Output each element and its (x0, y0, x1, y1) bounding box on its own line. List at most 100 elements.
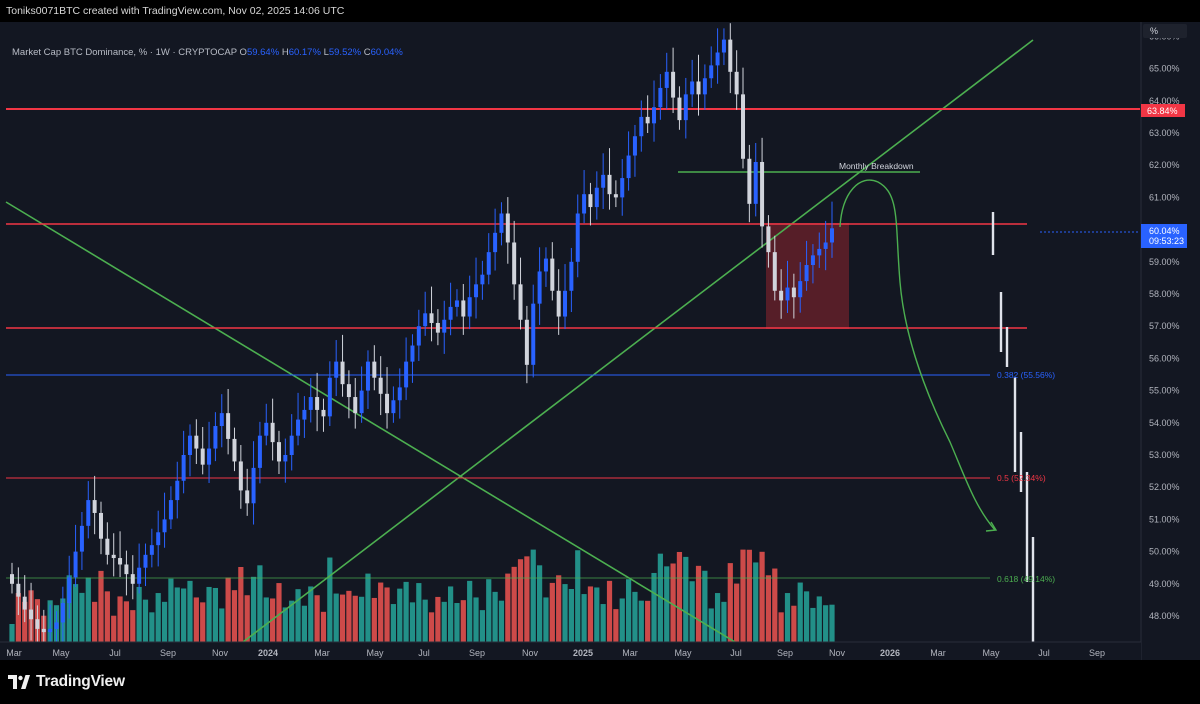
candle-body[interactable] (512, 242, 517, 285)
candle-body[interactable] (22, 596, 27, 610)
candle-body[interactable] (550, 258, 555, 291)
time-axis[interactable]: Mar May Jul Sep Nov 2024 Mar May Jul Sep Nov 2025 Ma… (0, 641, 1141, 660)
candle-body[interactable] (378, 377, 383, 394)
candle-body[interactable] (613, 194, 618, 198)
candle-body[interactable] (575, 213, 580, 262)
candle-body[interactable] (448, 306, 453, 320)
candle-body[interactable] (690, 81, 695, 95)
candle-body[interactable] (251, 467, 256, 504)
candle-body[interactable] (232, 438, 237, 462)
candle-body[interactable] (213, 426, 218, 449)
candlesticks[interactable] (10, 23, 834, 651)
candle-body[interactable] (73, 551, 78, 578)
candle-body[interactable] (245, 490, 250, 504)
candle-body[interactable] (67, 577, 72, 604)
candle-body[interactable] (734, 71, 739, 95)
candle-body[interactable] (308, 397, 313, 410)
price-scale[interactable]: 48.00% 49.00% 50.00% 51.00% 52.00% 53.00% 54.0… (1140, 22, 1200, 660)
candle-body[interactable] (130, 574, 135, 584)
candle-body[interactable] (499, 213, 504, 233)
candle-body[interactable] (391, 400, 396, 414)
candle-body[interactable] (60, 603, 65, 623)
candle-body[interactable] (264, 422, 269, 436)
candle-body[interactable] (353, 397, 358, 414)
candle-body[interactable] (423, 313, 428, 327)
candle-body[interactable] (677, 97, 682, 121)
candle-body[interactable] (321, 409, 326, 417)
candle-body[interactable] (728, 39, 733, 72)
candle-body[interactable] (257, 435, 262, 468)
candle-body[interactable] (410, 345, 415, 362)
candle-body[interactable] (327, 377, 332, 417)
candle-body[interactable] (283, 455, 288, 462)
candle-body[interactable] (397, 387, 402, 401)
candle-body[interactable] (766, 226, 771, 253)
candle-body[interactable] (156, 532, 161, 546)
candle-body[interactable] (302, 409, 307, 420)
candle-body[interactable] (124, 564, 129, 575)
candle-body[interactable] (582, 194, 587, 214)
candle-body[interactable] (276, 442, 281, 462)
candle-body[interactable] (798, 281, 803, 298)
candle-body[interactable] (785, 287, 790, 301)
candle-body[interactable] (601, 174, 606, 188)
candle-body[interactable] (454, 300, 459, 307)
candle-body[interactable] (645, 116, 650, 124)
candle-body[interactable] (372, 361, 377, 378)
candle-body[interactable] (715, 52, 720, 66)
candle-body[interactable] (518, 284, 523, 320)
candle-body[interactable] (207, 448, 212, 465)
candle-body[interactable] (219, 413, 224, 427)
candle-body[interactable] (652, 107, 657, 124)
candle-body[interactable] (569, 261, 574, 291)
candle-body[interactable] (607, 174, 612, 195)
candle-body[interactable] (772, 252, 777, 291)
candle-body[interactable] (181, 455, 186, 481)
candle-body[interactable] (671, 71, 676, 98)
candle-body[interactable] (480, 274, 485, 285)
candle-body[interactable] (709, 65, 714, 79)
candle-body[interactable] (162, 519, 167, 533)
candle-body[interactable] (105, 538, 110, 555)
candle-body[interactable] (747, 158, 752, 204)
candle-body[interactable] (505, 213, 510, 243)
candle-body[interactable] (486, 252, 491, 275)
candle-body[interactable] (334, 361, 339, 378)
candle-body[interactable] (493, 232, 498, 253)
candle-body[interactable] (10, 574, 14, 584)
candle-body[interactable] (175, 480, 180, 501)
candle-body[interactable] (594, 187, 599, 208)
candle-body[interactable] (404, 361, 409, 388)
candle-body[interactable] (41, 628, 46, 633)
candle-body[interactable] (35, 619, 40, 629)
candle-body[interactable] (200, 448, 205, 465)
candle-body[interactable] (16, 583, 21, 597)
candle-body[interactable] (187, 435, 192, 455)
candle-body[interactable] (315, 397, 320, 410)
candle-body[interactable] (461, 300, 466, 317)
candle-body[interactable] (563, 290, 568, 317)
candle-body[interactable] (435, 322, 440, 333)
candle-body[interactable] (556, 290, 561, 317)
candle-body[interactable] (416, 326, 421, 346)
candle-body[interactable] (149, 545, 154, 555)
candle-body[interactable] (86, 500, 91, 526)
candle-body[interactable] (194, 435, 199, 449)
candle-body[interactable] (340, 361, 345, 385)
candle-body[interactable] (442, 319, 447, 333)
candle-body[interactable] (429, 313, 434, 323)
candle-body[interactable] (779, 290, 784, 301)
candle-body[interactable] (588, 194, 593, 208)
candle-body[interactable] (168, 500, 173, 520)
candle-body[interactable] (537, 271, 542, 304)
candle-body[interactable] (696, 81, 701, 95)
candle-body[interactable] (226, 413, 231, 439)
candle-body[interactable] (296, 419, 301, 436)
candle-body[interactable] (632, 136, 637, 156)
candle-body[interactable] (111, 554, 116, 559)
candle-body[interactable] (238, 461, 243, 491)
candle-body[interactable] (137, 567, 142, 584)
candle-body[interactable] (531, 303, 536, 365)
candle-body[interactable] (626, 155, 631, 179)
candle-body[interactable] (48, 628, 53, 633)
